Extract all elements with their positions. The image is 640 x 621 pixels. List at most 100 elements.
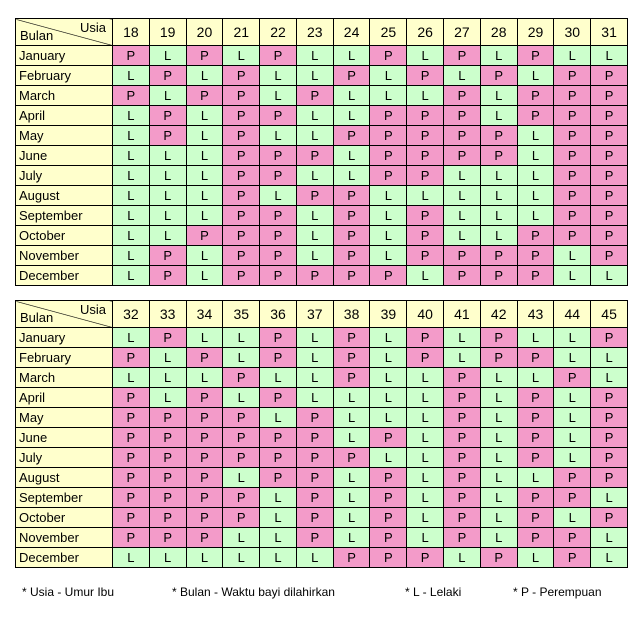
gender-cell: L <box>553 427 592 448</box>
gender-cell: P <box>479 65 518 86</box>
gender-cell: P <box>516 105 555 126</box>
gender-cell: P <box>553 547 592 568</box>
age-header: 32 <box>112 300 150 328</box>
gender-cell: L <box>516 145 555 166</box>
gender-cell: P <box>259 427 297 448</box>
gender-cell: P <box>443 45 481 66</box>
gender-cell: P <box>553 85 592 106</box>
gender-cell: P <box>259 327 297 348</box>
age-header: 24 <box>332 18 371 46</box>
gender-cell: L <box>185 367 224 388</box>
age-header: 18 <box>112 18 150 46</box>
gender-cell: L <box>443 547 481 568</box>
gender-cell: L <box>112 327 150 348</box>
gender-cell: L <box>259 547 297 568</box>
gender-cell: P <box>332 347 371 368</box>
age-header: 28 <box>479 18 518 46</box>
gender-cell: P <box>112 527 150 548</box>
gender-cell: P <box>406 145 445 166</box>
gender-cell: L <box>295 387 334 408</box>
month-row: April L P L P P L L P P P L P P P <box>15 105 628 126</box>
gender-cell: P <box>406 547 445 568</box>
gender-cell: L <box>148 165 187 186</box>
gender-cell: L <box>148 205 187 226</box>
gender-cell: L <box>369 407 408 428</box>
gender-cell: L <box>222 327 261 348</box>
gender-cell: L <box>222 527 261 548</box>
gender-cell: L <box>295 327 334 348</box>
gender-cell: L <box>516 165 555 186</box>
gender-cell: P <box>222 85 261 106</box>
age-header: 25 <box>369 18 408 46</box>
gender-cell: L <box>185 165 224 186</box>
gender-cell: P <box>148 327 187 348</box>
age-header: 31 <box>590 18 628 46</box>
month-row: May P P P P L P L L L P L P L P <box>15 407 628 428</box>
gender-cell: P <box>185 387 224 408</box>
gender-cell: P <box>295 407 334 428</box>
gender-cell: L <box>369 387 408 408</box>
gender-cell: L <box>259 527 297 548</box>
gender-cell: L <box>112 225 150 246</box>
age-header: 22 <box>259 18 297 46</box>
age-header: 27 <box>443 18 481 46</box>
month-row: September L L L P P L P L P L L L P P <box>15 205 628 226</box>
month-label: January <box>15 327 113 348</box>
gender-cell: P <box>590 145 628 166</box>
month-row: November P P P L L P L P L P L P P L <box>15 527 628 548</box>
gender-cell: P <box>516 265 555 286</box>
gender-cell: P <box>443 125 481 146</box>
gender-cell: P <box>332 367 371 388</box>
gender-cell: P <box>112 387 150 408</box>
month-label: October <box>15 225 113 246</box>
gender-cell: P <box>148 105 187 126</box>
age-header: 30 <box>553 18 592 46</box>
month-row: March P L P P L P L L L P L P P P <box>15 85 628 106</box>
footnote: * Bulan - Waktu bayi dilahirkan <box>172 585 335 599</box>
gender-cell: L <box>406 185 445 206</box>
gender-cell: P <box>148 507 187 528</box>
month-row: June L L L P P P L P P P P L P P <box>15 145 628 166</box>
month-label: November <box>15 527 113 548</box>
gender-cell: P <box>590 467 628 488</box>
month-label: December <box>15 547 113 568</box>
gender-cell: L <box>148 225 187 246</box>
gender-cell: P <box>112 85 150 106</box>
gender-cell: P <box>148 65 187 86</box>
month-label: July <box>15 447 113 468</box>
gender-cell: L <box>553 447 592 468</box>
gender-cell: P <box>553 205 592 226</box>
gender-cell: P <box>516 427 555 448</box>
gender-cell: P <box>590 125 628 146</box>
gender-cell: P <box>222 205 261 226</box>
gender-cell: P <box>443 427 481 448</box>
age-header: 39 <box>369 300 408 328</box>
gender-cell: L <box>185 327 224 348</box>
gender-cell: P <box>369 547 408 568</box>
gender-cell: P <box>112 467 150 488</box>
gender-cell: L <box>406 527 445 548</box>
gender-cell: P <box>406 105 445 126</box>
gender-cell: L <box>112 185 150 206</box>
age-header: 41 <box>443 300 481 328</box>
gender-cell: P <box>516 507 555 528</box>
gender-cell: P <box>369 487 408 508</box>
gender-cell: L <box>295 105 334 126</box>
gender-cell: P <box>222 447 261 468</box>
gender-cell: P <box>295 507 334 528</box>
gender-cell: L <box>516 125 555 146</box>
gender-cell: P <box>443 85 481 106</box>
gender-cell: L <box>295 347 334 368</box>
gender-cell: P <box>332 125 371 146</box>
month-row: January L P L L P L P L P L P L L P <box>15 327 628 348</box>
gender-cell: L <box>332 45 371 66</box>
gender-cell: L <box>148 347 187 368</box>
header-row: Usia Bulan 32 33 34 35 36 37 38 39 40 41 42 43 44 45 <box>15 300 628 328</box>
gender-cell: L <box>185 265 224 286</box>
gender-cell: P <box>443 407 481 428</box>
gender-cell: P <box>185 427 224 448</box>
gender-cell: L <box>185 65 224 86</box>
gender-cell: P <box>443 467 481 488</box>
age-header: 40 <box>406 300 445 328</box>
gender-cell: L <box>443 225 481 246</box>
